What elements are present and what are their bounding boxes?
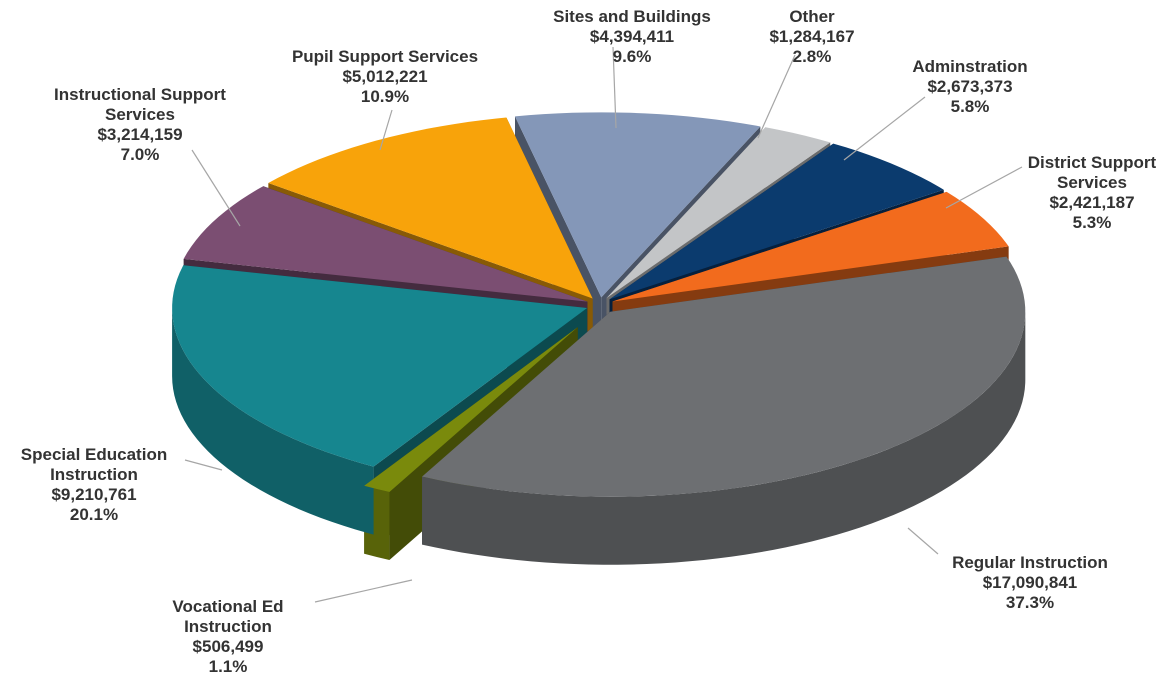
slice-label: Adminstration $2,673,373 5.8% [912, 57, 1027, 116]
slice-label: Sites and Buildings $4,394,411 9.6% [553, 7, 711, 66]
slice-label: Instructional Support Services $3,214,159 7… [54, 85, 226, 164]
slice-label: District Support Services $2,421,187 5.3% [1028, 153, 1157, 232]
pie-slice [364, 327, 578, 492]
pie-tops [172, 112, 1026, 497]
leader-line [314, 579, 413, 603]
pie-slice [268, 117, 593, 299]
leader-line [184, 459, 223, 471]
pie-slice [172, 265, 588, 467]
slice-label: Other $1,284,167 2.8% [769, 7, 854, 66]
leader-line [945, 166, 1023, 209]
slice-side [422, 311, 1026, 565]
slice-label: Special Education Instruction $9,210,761 20… [21, 445, 167, 524]
pie-slice [612, 191, 1009, 302]
leader-line [757, 54, 796, 139]
slice-label: Vocational Ed Instruction $506,499 1.1% [172, 597, 283, 676]
pie-slice [422, 256, 1026, 497]
leader-line [191, 149, 241, 227]
pie-slice [609, 143, 944, 300]
leader-line [612, 46, 617, 129]
pie-slice [515, 112, 761, 298]
pie-labels: Sites and Buildings $4,394,411 9.6% Other $1… [21, 7, 1157, 676]
pie-slice [606, 127, 831, 299]
leader-line [843, 96, 926, 161]
slice-side [172, 307, 374, 535]
leader-line [907, 527, 939, 555]
slice-label: Pupil Support Services $5,012,221 10.9% [292, 47, 478, 106]
slice-label: Regular Instruction $17,090,841 37.3% [952, 553, 1108, 612]
leader-line [379, 109, 393, 151]
pie-slice [183, 186, 588, 302]
